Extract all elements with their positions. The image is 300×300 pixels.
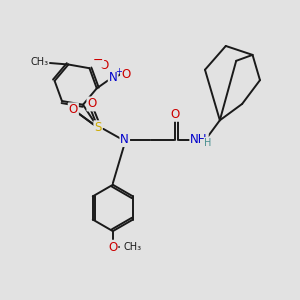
Text: +: +: [116, 67, 122, 76]
Text: O: O: [87, 98, 97, 110]
Text: O: O: [108, 241, 118, 254]
Text: H: H: [204, 138, 211, 148]
Text: −: −: [93, 54, 104, 67]
Text: S: S: [94, 121, 102, 134]
Text: O: O: [121, 68, 130, 81]
Text: NH: NH: [190, 133, 208, 146]
Text: O: O: [99, 59, 108, 72]
Text: CH₃: CH₃: [123, 242, 141, 252]
Text: N: N: [120, 133, 129, 146]
Text: CH₃: CH₃: [30, 56, 49, 67]
Text: N: N: [109, 70, 118, 83]
Text: O: O: [171, 108, 180, 121]
Text: O: O: [69, 103, 78, 116]
